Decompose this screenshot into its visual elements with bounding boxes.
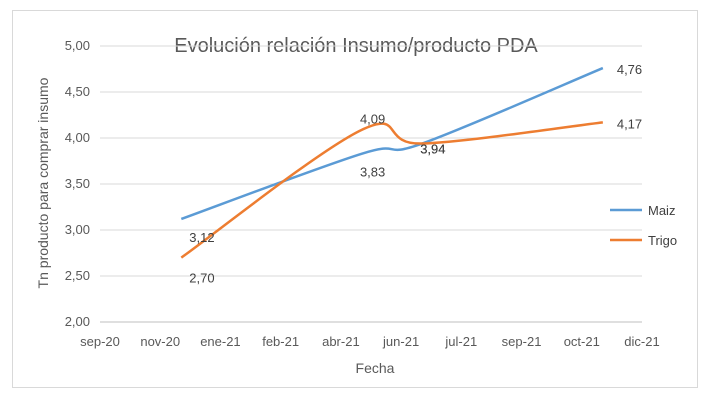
series-line-trigo: [180, 121, 604, 259]
legend-label: Trigo: [648, 233, 677, 248]
x-tick-label: jun-21: [382, 334, 419, 349]
x-tick-label: oct-21: [564, 334, 600, 349]
y-axis-ticks: 2,00 2,50 3,00 3,50 4,00 4,50 5,00: [65, 38, 90, 329]
x-tick-label: feb-21: [262, 334, 299, 349]
y-tick-label: 2,50: [65, 268, 90, 283]
data-label: 4,17: [617, 116, 642, 131]
y-tick-label: 3,50: [65, 176, 90, 191]
data-label: 3,83: [360, 165, 385, 180]
chart-frame: [12, 10, 698, 388]
data-label: 4,09: [360, 112, 385, 127]
x-tick-label: sep-21: [502, 334, 542, 349]
y-tick-label: 3,00: [65, 222, 90, 237]
legend: Maiz Trigo: [610, 203, 677, 248]
y-axis-title: Tn producto para comprar insumo: [35, 77, 51, 288]
data-label: 4,76: [617, 62, 642, 77]
x-tick-label: ene-21: [200, 334, 240, 349]
data-label: 3,94: [420, 142, 445, 157]
x-axis-ticks: sep-20 nov-20 ene-21 feb-21 abr-21 jun-21 jul-…: [80, 334, 660, 349]
grid-lines: [100, 45, 642, 277]
x-tick-label: jul-21: [444, 334, 477, 349]
data-label: 3,94: [420, 142, 445, 157]
legend-label: Maiz: [648, 203, 675, 218]
series-lines: [180, 66, 604, 259]
x-tick-label: abr-21: [322, 334, 360, 349]
data-label: 3,12: [189, 230, 214, 245]
y-tick-label: 2,00: [65, 314, 90, 329]
data-labels: 3,123,833,944,762,704,093,944,17: [189, 62, 642, 286]
series-line-maiz: [180, 66, 604, 221]
x-axis-title: Fecha: [356, 360, 395, 376]
x-tick-label: dic-21: [624, 334, 659, 349]
y-tick-label: 4,00: [65, 130, 90, 145]
y-tick-label: 4,50: [65, 84, 90, 99]
x-tick-label: sep-20: [80, 334, 120, 349]
x-tick-label: nov-20: [140, 334, 180, 349]
y-tick-label: 5,00: [65, 38, 90, 53]
data-label: 2,70: [189, 271, 214, 286]
